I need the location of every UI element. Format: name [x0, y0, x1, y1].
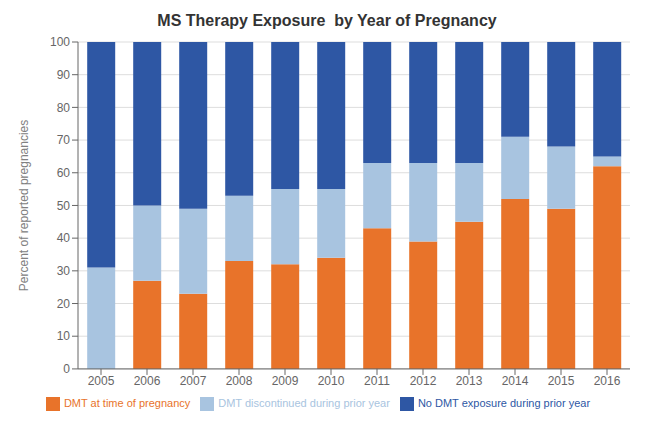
svg-text:2006: 2006: [134, 374, 161, 388]
svg-text:2011: 2011: [364, 374, 390, 388]
svg-text:2007: 2007: [180, 374, 207, 388]
svg-text:2016: 2016: [594, 374, 621, 388]
svg-text:0: 0: [63, 362, 70, 376]
svg-text:2010: 2010: [318, 374, 345, 388]
svg-text:80: 80: [57, 101, 71, 115]
svg-text:Percent of reported pregnancie: Percent of reported pregnancies: [17, 120, 31, 291]
svg-text:2014: 2014: [502, 374, 529, 388]
svg-text:2008: 2008: [226, 374, 253, 388]
svg-text:2012: 2012: [410, 374, 437, 388]
svg-text:50: 50: [57, 199, 71, 213]
svg-text:100: 100: [50, 35, 70, 49]
svg-text:20: 20: [57, 297, 71, 311]
svg-text:70: 70: [57, 133, 71, 147]
svg-text:10: 10: [57, 329, 71, 343]
svg-text:90: 90: [57, 68, 71, 82]
html-text:DMT discontinued during prior: DMT discontinued during prior year: [218, 396, 390, 409]
svg-text:2015: 2015: [548, 374, 575, 388]
svg-text:30: 30: [57, 264, 71, 278]
html-text:DMT at time of pregnancy: DMT at time of pregnancy: [63, 396, 191, 409]
svg-text:2013: 2013: [456, 374, 483, 388]
svg-text:2009: 2009: [272, 374, 299, 388]
svg-text:2005: 2005: [88, 374, 115, 388]
html-text:No DMT exposure during prior y: No DMT exposure during prior year: [417, 396, 591, 409]
svg-text:60: 60: [57, 166, 71, 180]
html-text:MS Therapy Exposure by Year of: MS Therapy Exposure by Year of Pregnancy: [157, 12, 497, 29]
svg-text:40: 40: [57, 231, 71, 245]
